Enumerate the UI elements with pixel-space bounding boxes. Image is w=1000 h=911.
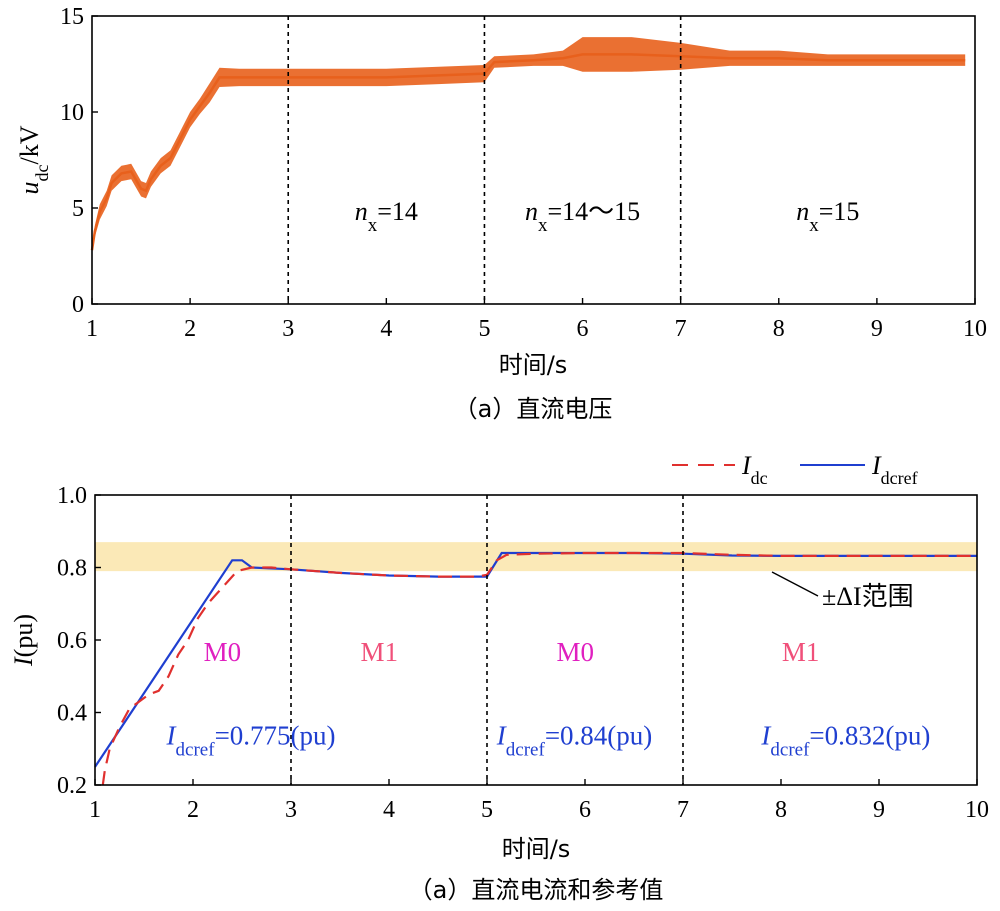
dc-voltage-plot-frame [91,15,976,305]
dc-current-x-tick-label-8: 9 [873,797,885,823]
dc-current-x-tick-label-3: 4 [383,797,395,823]
dc-voltage-series-group [90,37,966,253]
mode-label-3: M1 [782,637,820,667]
dc-current-x-tick-label-9: 10 [965,797,989,823]
dc-voltage-y-tick-label-2: 10 [60,100,84,126]
dc-voltage-annotation-1-sub: x [538,215,548,236]
dc-voltage-annotation-0: nx=14 [355,197,418,236]
dc-current-x-tick-label-6: 7 [677,797,689,823]
dc-current-mode-labels: M0 M1 M0 M1 [204,637,820,667]
idcref-label-0-var: I [166,720,178,750]
band-callout-line [771,571,819,597]
idcref-label-2-var: I [760,720,772,750]
dc-voltage-x-tick-label-3: 4 [380,316,392,342]
dc-voltage-y-axis-label-rest: /kV [15,125,44,164]
idcref-label-1: Idcref=0.84(pu) [496,720,653,760]
dc-voltage-x-tick-label-2: 3 [282,316,294,342]
dc-voltage-x-tick-label-1: 2 [184,316,196,342]
dc-current-dividers [290,495,684,785]
dc-current-y-tick-label-0: 0.2 [57,773,87,799]
dc-voltage-ticks: 1 2 3 4 5 6 7 8 9 10 0 5 10 15 [60,4,987,342]
dc-current-legend: Idc Idcref [672,451,918,488]
dc-voltage-annotation-2-text: =15 [819,197,860,226]
dc-voltage-annotation-1-text: =14～15 [547,197,640,226]
idcref-label-0-sub: dcref [176,739,216,760]
dc-voltage-dividers [287,16,682,304]
idcref-label-2-text: =0.832(pu) [809,720,930,750]
dc-current-series-idc [101,551,977,786]
dc-current-y-axis-label-rest: (pu) [9,614,38,657]
dc-current-x-axis-label: 时间/s [502,835,571,863]
dc-voltage-annotation-0-sub: x [368,215,378,236]
dc-voltage-y-tick-label-1: 5 [72,196,84,222]
dc-current-y-axis-label-base: I [9,656,38,667]
dc-voltage-x-tick-label-0: 1 [86,316,98,342]
legend-idc-sub: dc [751,468,768,488]
dc-current-x-tick-label-7: 8 [775,797,787,823]
idcref-label-1-var: I [496,720,508,750]
idcref-label-2: Idcref=0.832(pu) [760,720,930,760]
dc-voltage-annotation-0-text: =14 [377,197,418,226]
legend-idcref-label: Idcref [871,451,918,488]
dc-current-x-tick-label-2: 3 [285,797,297,823]
dc-current-caption: （a）直流电流和参考值 [409,876,664,904]
dc-voltage-x-tick-label-5: 6 [577,316,589,342]
idcref-label-0-text: =0.775(pu) [215,720,336,750]
idcref-label-1-sub: dcref [506,739,546,760]
dc-voltage-y-tick-label-0: 0 [72,292,84,318]
dc-voltage-annotation-2: nx=15 [796,197,859,236]
dc-current-y-tick-label-4: 1.0 [57,483,87,509]
dc-current-chart: 1 2 3 4 5 6 7 8 9 10 0.2 0.4 0.6 0.8 1.0 M0 M1 M0 M1 Idcr… [9,451,989,904]
dc-voltage-envelope [92,37,966,253]
dc-voltage-line [90,53,966,251]
dc-voltage-annotation-1-var: n [525,197,538,226]
idcref-label-0: Idcref=0.775(pu) [166,720,336,760]
dc-voltage-x-tick-label-9: 10 [963,316,987,342]
dc-voltage-y-axis-label-base: u [15,182,44,195]
dc-voltage-annotation-0-var: n [355,197,368,226]
mode-label-2: M0 [556,637,594,667]
dc-voltage-x-tick-label-8: 9 [871,316,883,342]
dc-current-x-tick-label-4: 5 [481,797,493,823]
legend-idcref-base: I [871,451,882,480]
dc-current-y-axis-label: I(pu) [9,614,38,667]
idcref-label-1-text: =0.84(pu) [545,720,652,750]
dc-voltage-x-axis-label: 时间/s [499,351,568,379]
dc-voltage-annotations: nx=14 nx=14～15 nx=15 [355,197,860,236]
dc-voltage-annotation-2-sub: x [809,215,819,236]
dc-voltage-annotation-2-var: n [796,197,809,226]
dc-current-x-tick-label-1: 2 [187,797,199,823]
dc-voltage-caption: （a）直流电压 [454,395,613,423]
dc-current-ticks: 1 2 3 4 5 6 7 8 9 10 0.2 0.4 0.6 0.8 1.0 [57,483,989,823]
legend-idcref-sub: dcref [881,468,918,488]
legend-idc-base: I [741,451,752,480]
dc-current-y-tick-label-3: 0.8 [57,556,87,582]
dc-current-y-tick-label-2: 0.6 [57,628,87,654]
mode-label-1: M1 [360,637,398,667]
legend-idc-label: Idc [741,451,768,488]
mode-label-0: M0 [204,637,242,667]
dc-current-ref-labels: Idcref=0.775(pu) Idcref=0.84(pu) Idcref=0.… [166,720,931,760]
dc-voltage-x-tick-label-7: 8 [773,316,785,342]
dc-voltage-y-axis-label: udc/kV [15,125,52,194]
band-callout-label: ±ΔI范围 [822,582,914,611]
idcref-label-2-sub: dcref [770,739,810,760]
dc-voltage-x-tick-label-6: 7 [675,316,687,342]
dc-current-x-tick-label-5: 6 [579,797,591,823]
dc-current-y-tick-label-1: 0.4 [57,701,87,727]
dc-voltage-annotation-1: nx=14～15 [525,197,640,236]
dc-voltage-y-tick-label-3: 15 [60,4,84,30]
dc-current-x-tick-label-0: 1 [89,797,101,823]
dc-voltage-x-tick-label-4: 5 [478,316,490,342]
dc-voltage-y-axis-label-sub: dc [32,165,52,182]
